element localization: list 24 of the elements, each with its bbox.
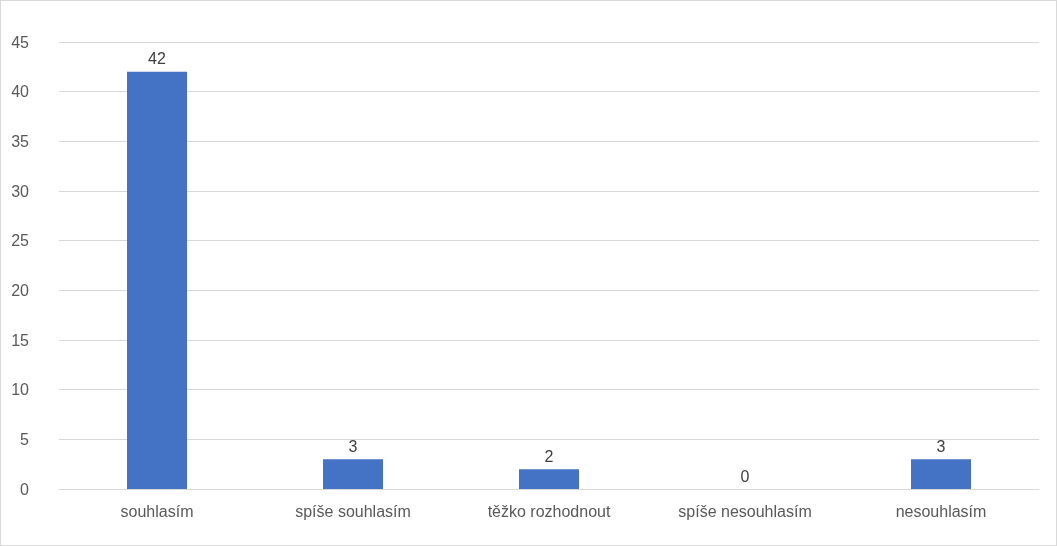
data-label: 0 — [740, 467, 750, 485]
y-tick-label: 35 — [11, 132, 30, 150]
bar — [519, 469, 579, 489]
y-tick-label: 10 — [11, 381, 30, 399]
y-tick-label: 40 — [11, 83, 30, 101]
y-tick-label: 45 — [11, 33, 30, 51]
x-tick-label: spíše souhlasím — [295, 502, 411, 520]
x-tick-label: těžko rozhodnout — [487, 502, 611, 520]
y-tick-label: 25 — [11, 232, 30, 250]
bar — [127, 71, 187, 489]
data-label: 3 — [348, 437, 358, 455]
y-tick-label: 20 — [11, 281, 30, 299]
y-tick-label: 0 — [20, 480, 30, 498]
x-tick-label: souhlasím — [120, 502, 194, 520]
bar — [911, 459, 971, 489]
data-label: 42 — [148, 50, 166, 68]
bar — [323, 459, 383, 489]
y-tick-label: 30 — [11, 182, 30, 200]
y-tick-label: 15 — [11, 331, 30, 349]
data-label: 3 — [936, 437, 946, 455]
y-tick-label: 5 — [20, 430, 30, 448]
x-tick-label: nesouhlasím — [895, 502, 987, 520]
data-label: 2 — [544, 447, 554, 465]
x-tick-label: spíše nesouhlasím — [678, 502, 812, 520]
